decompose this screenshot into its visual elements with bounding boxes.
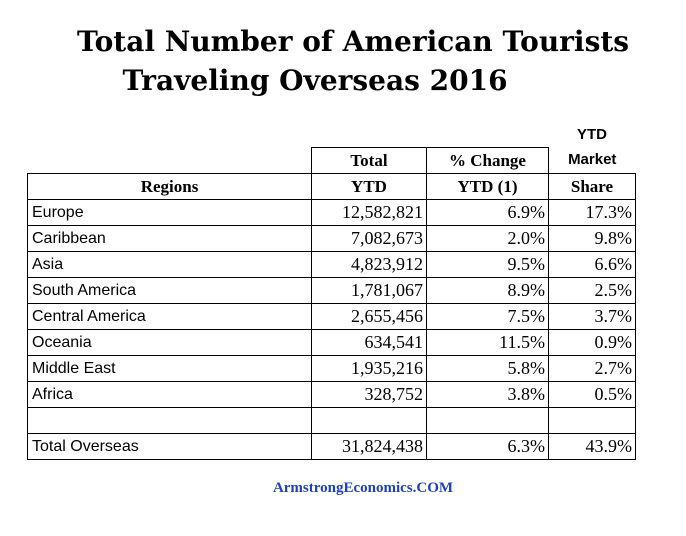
table-row: Europe 12,582,821 6.9% 17.3% <box>27 198 636 226</box>
total-row: Total Overseas 31,824,438 6.3% 43.9% <box>27 432 636 460</box>
share-cell: 17.3% <box>548 198 636 226</box>
source-footer: ArmstrongEconomics.COM <box>272 480 454 496</box>
region-cell: Africa <box>27 380 312 408</box>
total-total-cell: 31,824,438 <box>311 432 427 460</box>
header-share-top2: Market <box>568 151 617 169</box>
header-change-top: % Change <box>426 146 549 173</box>
total-cell: 1,935,216 <box>311 354 427 382</box>
blank-cell <box>311 406 427 434</box>
table-row: Caribbean 7,082,673 2.0% 9.8% <box>27 224 636 252</box>
total-region-cell: Total Overseas <box>27 432 312 460</box>
table-row: Africa 328,752 3.8% 0.5% <box>27 380 636 408</box>
total-cell: 1,781,067 <box>311 276 427 304</box>
header-share-bottom: Share <box>548 172 636 200</box>
region-cell: Middle East <box>27 354 312 382</box>
total-cell: 634,541 <box>311 328 427 356</box>
region-cell: South America <box>27 276 312 304</box>
change-cell: 6.9% <box>426 198 549 226</box>
change-cell: 3.8% <box>426 380 549 408</box>
header-total-top: Total <box>311 146 427 173</box>
total-change-cell: 6.3% <box>426 432 549 460</box>
total-cell: 328,752 <box>311 380 427 408</box>
chart-title-line1: Total Number of American Tourists <box>76 25 630 58</box>
tourists-table: YTD Total % Change Market Regions YTD YT… <box>27 122 636 460</box>
change-cell: 9.5% <box>426 250 549 278</box>
region-cell: Oceania <box>27 328 312 356</box>
region-cell: Caribbean <box>27 224 312 252</box>
table-row: Middle East 1,935,216 5.8% 2.7% <box>27 354 636 382</box>
share-cell: 6.6% <box>548 250 636 278</box>
share-cell: 3.7% <box>548 302 636 330</box>
share-cell: 0.9% <box>548 328 636 356</box>
share-cell: 2.7% <box>548 354 636 382</box>
blank-cell <box>27 406 312 434</box>
region-cell: Central America <box>27 302 312 330</box>
header-regions: Regions <box>27 172 312 200</box>
total-cell: 4,823,912 <box>311 250 427 278</box>
change-cell: 2.0% <box>426 224 549 252</box>
blank-cell <box>548 406 636 434</box>
table-row: Oceania 634,541 11.5% 0.9% <box>27 328 636 356</box>
table-row: Central America 2,655,456 7.5% 3.7% <box>27 302 636 330</box>
change-cell: 7.5% <box>426 302 549 330</box>
region-cell: Europe <box>27 198 312 226</box>
blank-cell <box>426 406 549 434</box>
total-cell: 2,655,456 <box>311 302 427 330</box>
change-cell: 8.9% <box>426 276 549 304</box>
change-cell: 11.5% <box>426 328 549 356</box>
blank-row <box>27 406 636 434</box>
total-share-cell: 43.9% <box>548 432 636 460</box>
share-cell: 0.5% <box>548 380 636 408</box>
table-row: South America 1,781,067 8.9% 2.5% <box>27 276 636 304</box>
header-change-bottom: YTD (1) <box>426 172 549 200</box>
share-cell: 2.5% <box>548 276 636 304</box>
total-cell: 12,582,821 <box>311 198 427 226</box>
change-cell: 5.8% <box>426 354 549 382</box>
header-share-top1: YTD <box>577 126 607 143</box>
chart-title-line2: Traveling Overseas 2016 <box>122 64 508 97</box>
table-row: Asia 4,823,912 9.5% 6.6% <box>27 250 636 278</box>
total-cell: 7,082,673 <box>311 224 427 252</box>
share-cell: 9.8% <box>548 224 636 252</box>
header-total-bottom: YTD <box>311 172 427 200</box>
region-cell: Asia <box>27 250 312 278</box>
